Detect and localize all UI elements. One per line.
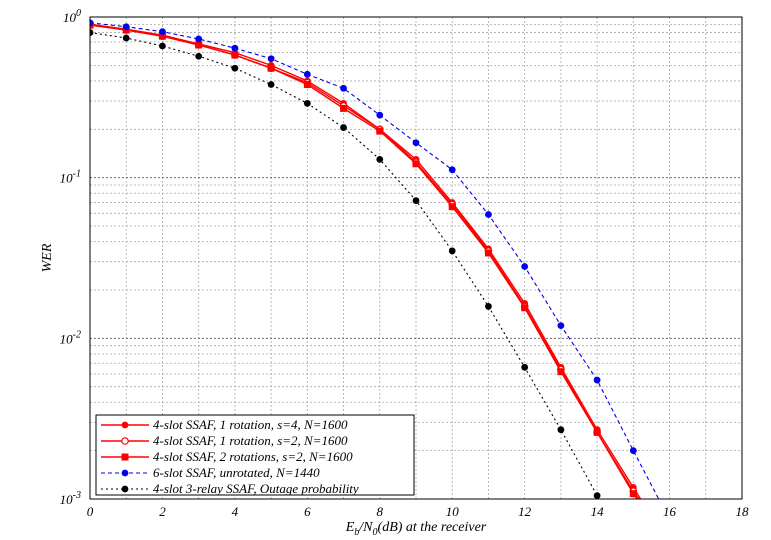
legend-entry: 4-slot SSAF, 2 rotations, s=2, N=1600 [101, 449, 353, 464]
x-tick-label: 4 [232, 504, 239, 519]
x-tick-label: 8 [377, 504, 384, 519]
x-tick-label: 16 [663, 504, 677, 519]
legend-label: 4-slot 3-relay SSAF, Outage probability [153, 481, 359, 496]
x-tick-label: 12 [518, 504, 532, 519]
data-point [629, 447, 637, 455]
data-point [593, 492, 601, 499]
data-point [267, 55, 275, 63]
legend-entry: 4-slot SSAF, 1 rotation, s=2, N=1600 [101, 433, 348, 448]
legend-label: 4-slot SSAF, 1 rotation, s=2, N=1600 [153, 433, 348, 448]
data-point [267, 64, 275, 72]
data-point [340, 104, 348, 112]
legend-swatch-marker [121, 437, 129, 445]
data-point [557, 368, 565, 376]
data-point [231, 44, 239, 52]
data-point [521, 263, 529, 270]
y-tick-label: 100 [63, 8, 81, 25]
x-tick-label: 6 [304, 504, 311, 519]
data-point [122, 23, 130, 31]
series-5 [90, 29, 601, 499]
data-point [303, 99, 311, 107]
y-axis-label: WER [40, 243, 55, 272]
data-point [159, 42, 166, 50]
data-point [195, 52, 203, 60]
legend: 4-slot SSAF, 1 rotation, s=4, N=16004-sl… [95, 414, 415, 496]
data-point [629, 490, 637, 498]
data-point [557, 426, 565, 434]
data-point [412, 139, 420, 147]
data-point [122, 34, 130, 42]
legend-entry: 4-slot SSAF, 1 rotation, s=4, N=1600 [101, 417, 348, 432]
data-point [303, 81, 311, 89]
data-point [376, 127, 384, 135]
data-point [484, 249, 492, 257]
data-point [485, 211, 492, 218]
data-point [448, 247, 456, 255]
y-tick-label: 10-3 [60, 490, 81, 507]
x-tick-label: 14 [591, 504, 605, 519]
y-tick-label: 10-2 [60, 329, 81, 346]
data-point [485, 303, 492, 310]
series-3 [90, 21, 638, 499]
data-point [195, 35, 203, 43]
data-point [231, 51, 239, 59]
data-point [90, 29, 94, 36]
grid [90, 17, 742, 499]
legend-swatch-marker [121, 453, 129, 461]
data-point [448, 203, 456, 211]
data-point [340, 84, 347, 92]
data-point [521, 363, 529, 371]
data-point [376, 111, 384, 119]
series-group [90, 19, 660, 499]
data-point [267, 81, 275, 88]
axis-ticks: 0 2 4 6 8 10 12 14 16 18 100 10-1 10-2 10-3 [60, 8, 749, 519]
data-point [593, 376, 601, 384]
legend-label: 4-slot SSAF, 2 rotations, s=2, N=1600 [153, 449, 353, 464]
data-point [303, 70, 311, 78]
legend-box [95, 414, 415, 496]
legend-swatch-marker [121, 469, 129, 477]
data-point [593, 428, 601, 436]
x-tick-label: 18 [736, 504, 750, 519]
x-tick-label: 10 [446, 504, 460, 519]
plot-frame [89, 16, 743, 500]
data-point [412, 160, 420, 168]
data-point [521, 304, 529, 312]
x-tick-label: 0 [87, 504, 94, 519]
legend-swatch-marker [121, 421, 129, 429]
series-line [90, 32, 598, 496]
data-point [159, 28, 166, 36]
y-tick-label: 10-1 [60, 169, 81, 186]
series-4 [90, 19, 660, 499]
data-point [557, 322, 565, 330]
data-point [412, 197, 420, 204]
legend-entry: 4-slot 3-relay SSAF, Outage probability [101, 481, 359, 496]
legend-label: 6-slot SSAF, unrotated, N=1440 [153, 465, 320, 480]
x-tick-label: 2 [159, 504, 166, 519]
data-point [195, 41, 203, 49]
x-axis-label: Eb/N0(dB) at the receiver [345, 520, 487, 538]
data-point [376, 155, 384, 163]
legend-label: 4-slot SSAF, 1 rotation, s=4, N=1600 [153, 417, 348, 432]
legend-entry: 6-slot SSAF, unrotated, N=1440 [101, 465, 320, 480]
legend-swatch-marker [121, 485, 129, 493]
data-point [448, 166, 456, 174]
data-point [231, 64, 239, 72]
data-point [90, 19, 94, 27]
data-point [340, 124, 347, 131]
